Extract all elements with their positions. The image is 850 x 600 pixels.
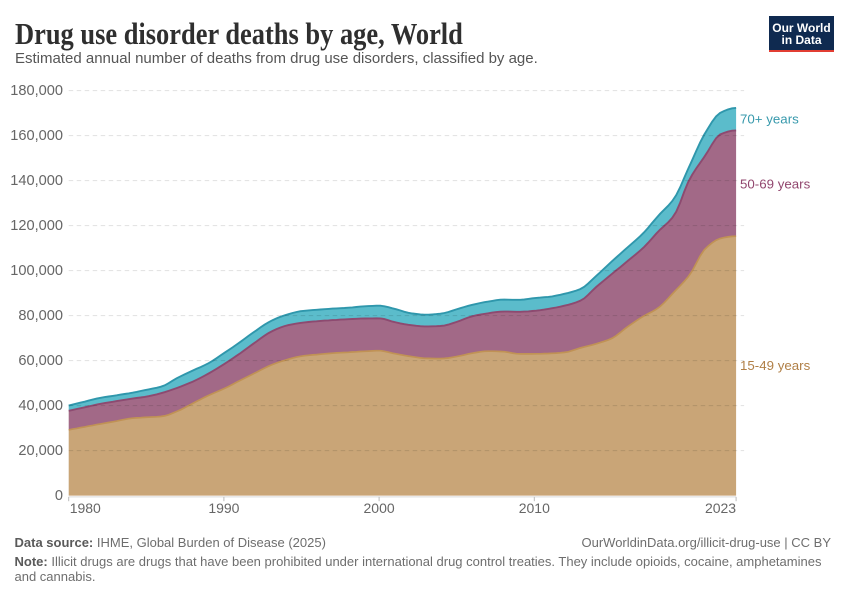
svg-text:100,000: 100,000 [10, 263, 63, 279]
svg-text:2023: 2023 [705, 500, 736, 516]
svg-text:20,000: 20,000 [18, 443, 63, 459]
svg-text:80,000: 80,000 [18, 308, 63, 324]
svg-text:60,000: 60,000 [18, 353, 63, 369]
svg-text:0: 0 [55, 488, 63, 504]
svg-text:2000: 2000 [364, 500, 395, 516]
svg-text:50-69 years: 50-69 years [740, 176, 811, 191]
svg-text:180,000: 180,000 [10, 83, 63, 99]
svg-text:160,000: 160,000 [10, 128, 63, 144]
svg-text:70+ years: 70+ years [740, 112, 799, 127]
svg-text:15-49 years: 15-49 years [740, 358, 811, 373]
svg-text:2010: 2010 [519, 500, 550, 516]
svg-text:1990: 1990 [208, 500, 239, 516]
svg-text:120,000: 120,000 [10, 218, 63, 234]
svg-text:140,000: 140,000 [10, 173, 63, 189]
svg-text:40,000: 40,000 [18, 398, 63, 414]
svg-text:1980: 1980 [70, 500, 101, 516]
